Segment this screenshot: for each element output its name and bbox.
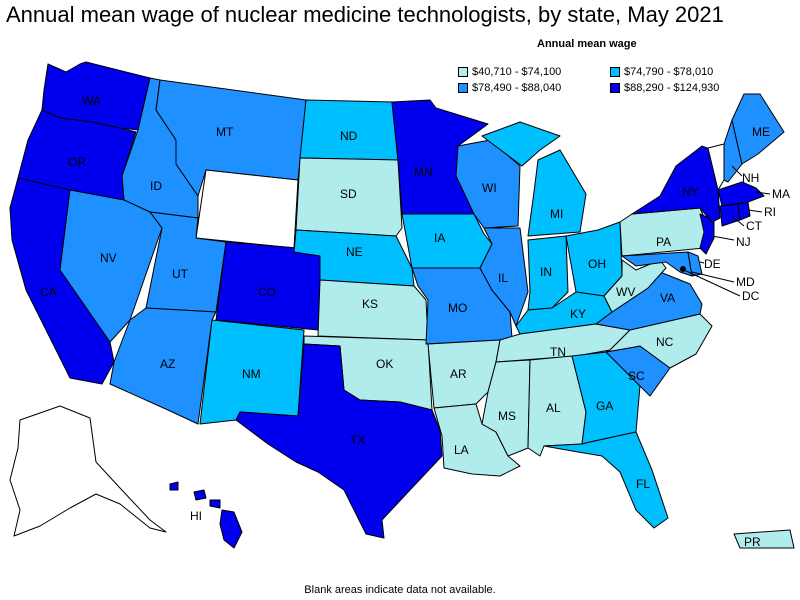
state-ct[interactable] (719, 203, 741, 227)
state-ut[interactable] (145, 211, 227, 313)
label-wv: WV (616, 285, 635, 299)
leader-nj (711, 235, 735, 241)
label-ga: GA (596, 399, 613, 413)
state-hi[interactable] (169, 481, 243, 549)
label-or: OR (68, 155, 86, 169)
legend-item-tier4: $88,290 - $124,930 (610, 82, 719, 94)
state-il[interactable] (479, 227, 529, 327)
label-mi: MI (550, 207, 563, 221)
label-co: CO (258, 285, 276, 299)
label-ia: IA (434, 231, 445, 245)
label-md: MD (736, 275, 755, 289)
label-oh: OH (588, 257, 606, 271)
legend-swatch-tier4 (610, 83, 620, 93)
label-ut: UT (172, 267, 189, 281)
legend-item-tier2: $74,790 - $78,010 (610, 66, 713, 78)
label-wa: WA (82, 94, 101, 108)
legend-label-tier1: $40,710 - $74,100 (472, 66, 562, 78)
label-nv: NV (100, 251, 117, 265)
state-ia[interactable] (401, 213, 493, 269)
label-il: IL (498, 271, 508, 285)
label-ne: NE (346, 245, 363, 259)
label-pr: PR (744, 535, 761, 549)
state-wy[interactable] (195, 169, 299, 249)
label-ar: AR (450, 367, 467, 381)
label-la: LA (454, 443, 469, 457)
label-tx: TX (350, 433, 365, 447)
state-wv[interactable] (603, 259, 667, 313)
legend-label-tier2: $74,790 - $78,010 (624, 66, 714, 78)
state-nh[interactable] (723, 119, 743, 183)
label-nj: NJ (736, 235, 751, 249)
leader-dc (683, 269, 741, 297)
state-mi[interactable] (481, 121, 587, 237)
label-mn: MN (414, 165, 433, 179)
label-ny: NY (682, 185, 699, 199)
legend-title: Annual mean wage (537, 38, 637, 50)
label-nd: ND (340, 129, 358, 143)
footnote: Blank areas indicate data not available. (304, 584, 496, 596)
state-wa[interactable] (41, 61, 151, 131)
legend-label-tier4: $88,290 - $124,930 (624, 82, 720, 94)
state-ak[interactable] (9, 405, 167, 537)
label-va: VA (660, 291, 675, 305)
legend-swatch-tier2 (610, 67, 620, 77)
legend-swatch-tier3 (458, 83, 468, 93)
label-ok: OK (376, 357, 393, 371)
leader-nh (731, 165, 743, 177)
state-ny[interactable] (631, 145, 721, 223)
leader-ct (731, 215, 745, 227)
label-dc: DC (742, 289, 760, 303)
state-nv[interactable] (59, 189, 163, 343)
state-me[interactable] (731, 93, 785, 165)
state-ri[interactable] (737, 201, 751, 221)
label-ca: CA (40, 285, 57, 299)
label-az: AZ (160, 357, 175, 371)
leader-ri (747, 209, 763, 213)
label-hi: HI (190, 509, 202, 523)
label-ma: MA (772, 187, 790, 201)
label-ri: RI (764, 205, 776, 219)
label-al: AL (546, 401, 561, 415)
label-ms: MS (498, 409, 516, 423)
leader-de (699, 261, 705, 264)
label-de: DE (704, 257, 721, 271)
label-sc: SC (628, 369, 645, 383)
state-az[interactable] (109, 307, 217, 425)
label-sd: SD (340, 187, 357, 201)
leader-md (691, 271, 735, 283)
label-ks: KS (362, 297, 378, 311)
dc-marker[interactable] (680, 266, 686, 272)
label-nm: NM (242, 367, 261, 381)
state-la[interactable] (433, 403, 521, 477)
state-fl[interactable] (543, 431, 669, 529)
label-tn: TN (550, 345, 566, 359)
label-wi: WI (482, 181, 497, 195)
label-pa: PA (656, 235, 671, 249)
state-sd[interactable] (295, 157, 403, 237)
label-id: ID (150, 179, 162, 193)
legend-item-tier3: $78,490 - $88,040 (458, 82, 561, 94)
map-title: Annual mean wage of nuclear medicine tec… (6, 2, 724, 27)
label-mo: MO (448, 301, 467, 315)
label-mt: MT (216, 125, 234, 139)
label-ky: KY (570, 307, 586, 321)
state-ma[interactable] (717, 181, 765, 207)
label-nc: NC (656, 335, 674, 349)
leader-ma (755, 191, 771, 195)
legend-swatch-tier1 (458, 67, 468, 77)
state-tx[interactable] (235, 343, 443, 539)
label-me: ME (752, 125, 770, 139)
label-fl: FL (636, 477, 650, 491)
label-nh: NH (742, 171, 759, 185)
state-pr[interactable] (733, 529, 795, 549)
label-in: IN (540, 265, 552, 279)
label-ct: CT (746, 219, 763, 233)
legend-label-tier3: $78,490 - $88,040 (472, 82, 562, 94)
legend-item-tier1: $40,710 - $74,100 (458, 66, 561, 78)
